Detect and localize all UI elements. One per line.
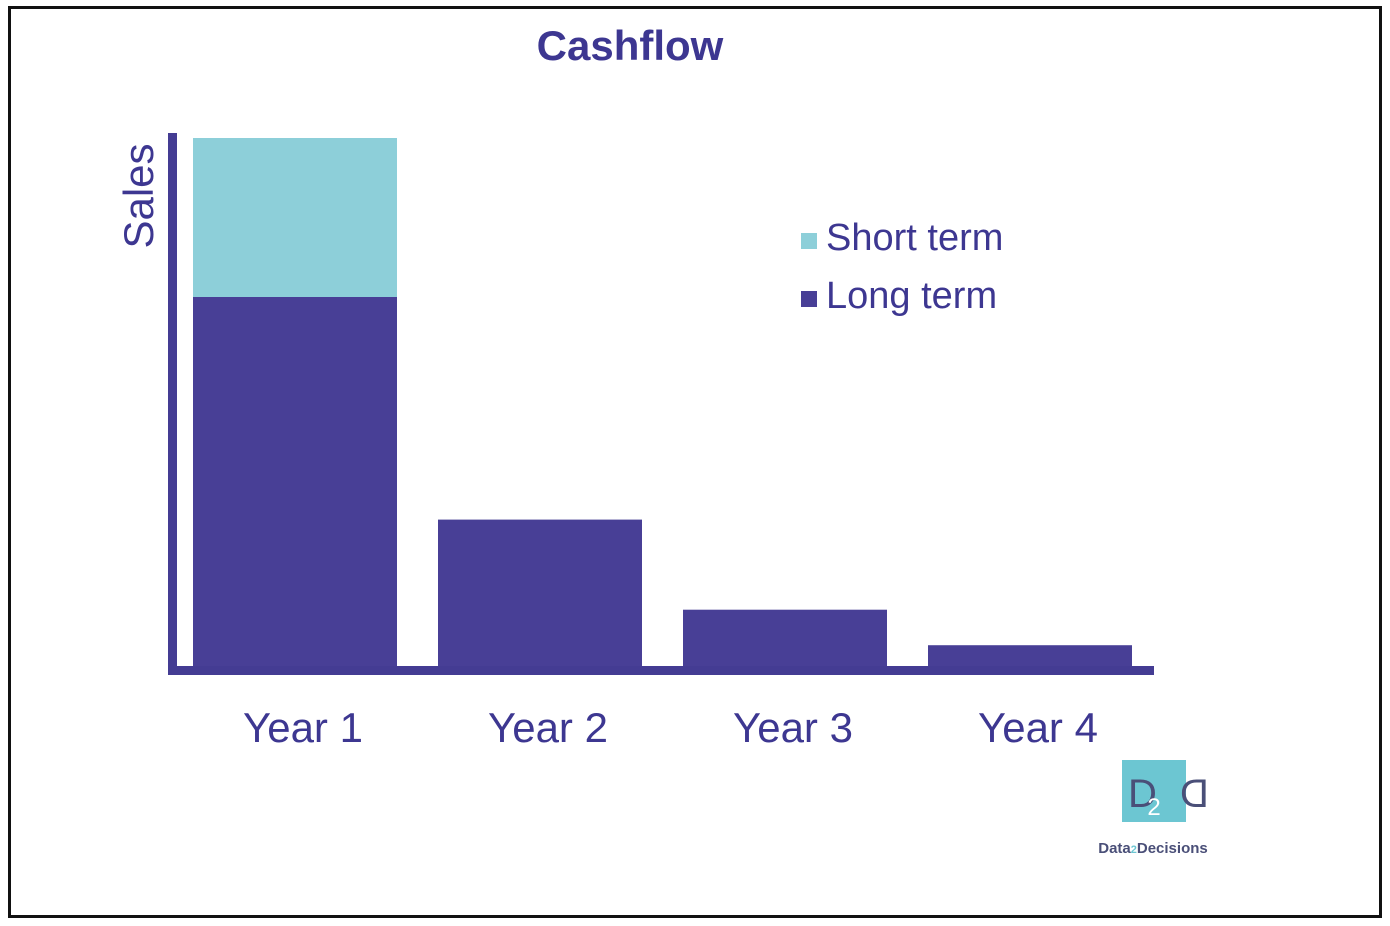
axes-group: [168, 133, 1154, 675]
bar-long-term-year-1: [193, 297, 397, 668]
logo-wordmark: Data2Decisions: [1098, 840, 1208, 857]
legend-label-short-term: Short term: [826, 217, 1003, 259]
bar-long-term-year-3: [683, 609, 887, 668]
bars-group: [193, 138, 1132, 668]
logo-wordmark-right: Decisions: [1137, 840, 1208, 857]
legend-label-long-term: Long term: [826, 275, 997, 317]
logo-mark-number: 2: [1147, 794, 1160, 821]
logo-mark-letter: D: [1128, 772, 1157, 816]
chart-title: Cashflow: [537, 22, 724, 69]
logo-mark-letter-mirrored: D: [1180, 772, 1209, 816]
logo-wordmark-left: Data: [1098, 840, 1131, 857]
x-tick-label-year-4: Year 4: [978, 704, 1098, 751]
logo-mark-square: [1122, 760, 1186, 822]
y-axis-line: [168, 133, 177, 675]
legend-swatch-long-term: [801, 291, 817, 307]
x-tick-labels: Year 1 Year 2 Year 3 Year 4: [243, 704, 1098, 751]
bar-short-term-year-1: [193, 138, 397, 297]
bar-long-term-year-4: [928, 645, 1132, 668]
y-axis-label: Sales: [115, 143, 162, 248]
legend: Short term Long term: [801, 217, 1003, 317]
logo-wordmark-mid: 2: [1131, 844, 1137, 856]
x-tick-label-year-1: Year 1: [243, 704, 363, 751]
legend-swatch-short-term: [801, 233, 817, 249]
x-tick-label-year-2: Year 2: [488, 704, 608, 751]
x-tick-label-year-3: Year 3: [733, 704, 853, 751]
x-axis-line: [168, 666, 1154, 675]
bar-long-term-year-2: [438, 519, 642, 668]
